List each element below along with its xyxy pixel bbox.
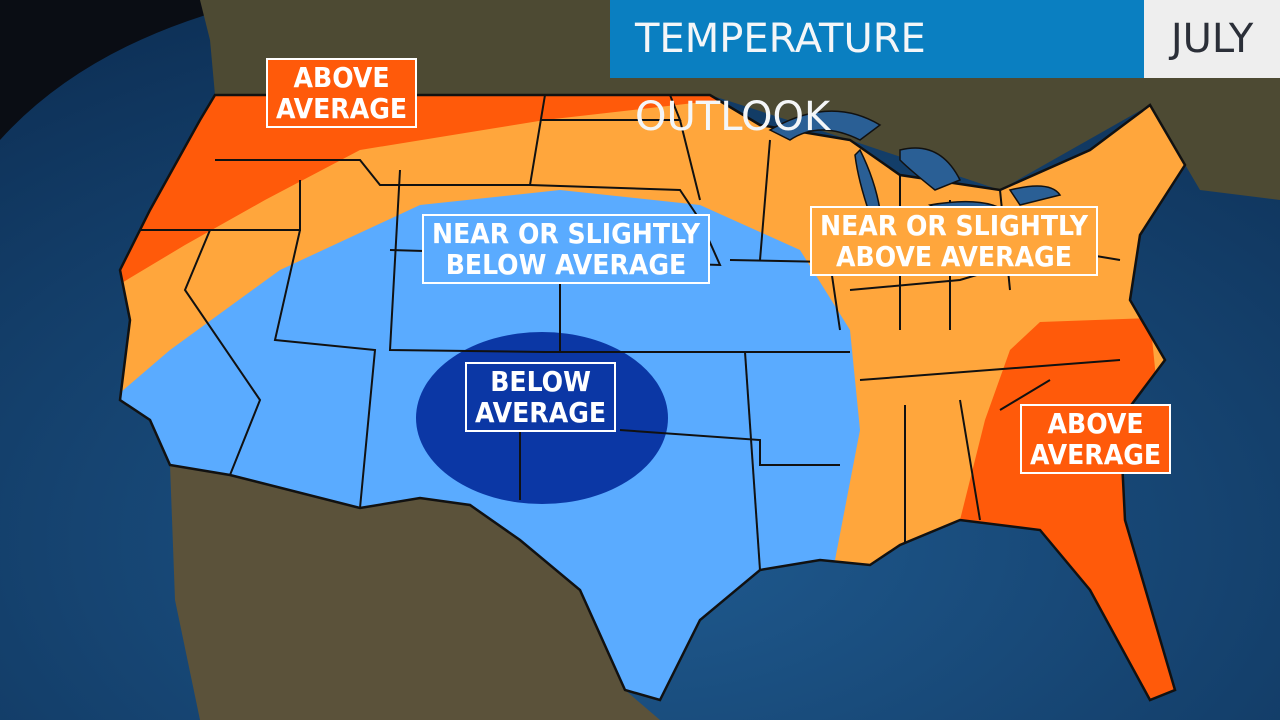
label-above-average-nw: ABOVE AVERAGE bbox=[266, 58, 418, 128]
label-near-below: NEAR OR SLIGHTLY BELOW AVERAGE bbox=[422, 214, 710, 284]
label-above-average-se: ABOVE AVERAGE bbox=[1020, 404, 1172, 474]
header-bar: TEMPERATURE OUTLOOK JULY bbox=[610, 0, 1280, 140]
label-below-average: BELOW AVERAGE bbox=[465, 362, 617, 432]
mexico-land bbox=[170, 465, 660, 720]
space-corner bbox=[0, 0, 260, 140]
month-label: JULY bbox=[1144, 0, 1280, 78]
label-near-above: NEAR OR SLIGHTLY ABOVE AVERAGE bbox=[810, 206, 1098, 276]
map-title: TEMPERATURE OUTLOOK bbox=[610, 0, 1145, 140]
zone-above-nw bbox=[120, 95, 730, 290]
